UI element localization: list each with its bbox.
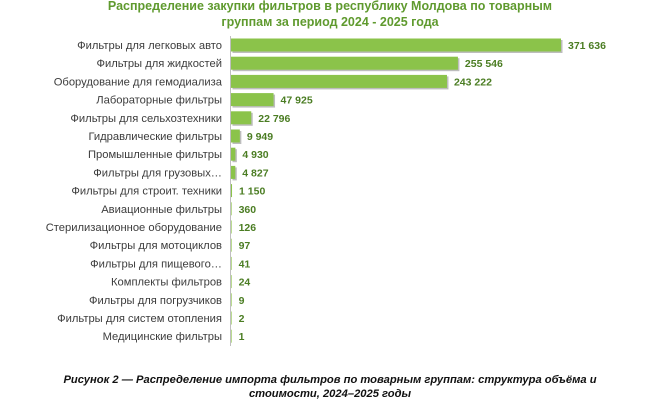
value-label: 41: [239, 258, 251, 270]
category-label: Фильтры для сельхозтехники: [70, 113, 222, 125]
category-label: Стерилизационное оборудование: [46, 222, 222, 234]
bar: [231, 329, 232, 343]
figure-caption-line-1: Рисунок 2 — Распределение импорта фильтр…: [63, 374, 597, 386]
bar-chart: Распределение закупки фильтров в республ…: [46, 0, 606, 346]
category-label: Фильтры для строит. техники: [71, 186, 222, 198]
chart-title-line-1: Распределение закупки фильтров в республ…: [108, 0, 552, 13]
bar: [231, 256, 232, 270]
value-label: 9: [239, 295, 245, 307]
category-label: Фильтры для мотоциклов: [90, 240, 222, 252]
bar: [231, 56, 458, 70]
value-label: 4 930: [242, 149, 268, 161]
value-label: 2: [239, 313, 245, 325]
value-label: 371 636: [568, 40, 606, 52]
category-label: Промышленные фильтры: [88, 149, 222, 161]
value-label: 97: [239, 240, 251, 252]
chart-title-line-2: группам за период 2024 - 2025 года: [221, 15, 439, 29]
category-label: Фильтры для пищевого…: [90, 258, 222, 270]
bar: [231, 202, 232, 216]
bar: [231, 165, 236, 179]
bar: [231, 311, 232, 325]
value-label: 24: [239, 277, 251, 289]
value-label: 4 827: [242, 167, 268, 179]
bar: [231, 38, 561, 52]
value-label: 22 796: [258, 113, 290, 125]
bar: [231, 184, 233, 198]
category-label: Комплекты фильтров: [111, 277, 222, 289]
bar: [231, 147, 236, 161]
category-label: Гидравлические фильтры: [88, 131, 222, 143]
category-label: Фильтры для грузовых…: [93, 167, 222, 179]
category-label: Оборудование для гемодиализа: [54, 76, 223, 88]
category-label: Фильтры для погрузчиков: [89, 295, 222, 307]
category-label: Фильтры для систем отопления: [57, 313, 222, 325]
value-label: 47 925: [281, 95, 313, 107]
bar: [231, 238, 232, 252]
plot-area: Фильтры для легковых авто 371 636 Фильтры …: [46, 38, 606, 343]
category-label: Медицинские фильтры: [103, 331, 222, 343]
category-label: Фильтры для легковых авто: [77, 40, 222, 52]
category-label: Фильтры для жидкостей: [96, 58, 222, 70]
figure-caption: Рисунок 2 — Распределение импорта фильтр…: [0, 373, 660, 401]
value-label: 1 150: [239, 186, 265, 198]
bar: [231, 275, 232, 289]
bar: [231, 220, 232, 234]
bar: [231, 74, 447, 88]
value-label: 1: [239, 331, 245, 343]
bar: [231, 111, 252, 125]
value-label: 255 546: [465, 58, 503, 70]
value-label: 9 949: [247, 131, 273, 143]
bar: [231, 129, 240, 143]
value-label: 126: [239, 222, 257, 234]
value-label: 360: [239, 204, 257, 216]
figure-caption-line-2: стоимости, 2024–2025 годы: [248, 388, 412, 400]
category-label: Лабораторные фильтры: [96, 95, 222, 107]
value-label: 243 222: [454, 76, 492, 88]
bar: [231, 293, 232, 307]
category-label: Авиационные фильтры: [101, 204, 222, 216]
bar: [231, 93, 274, 107]
